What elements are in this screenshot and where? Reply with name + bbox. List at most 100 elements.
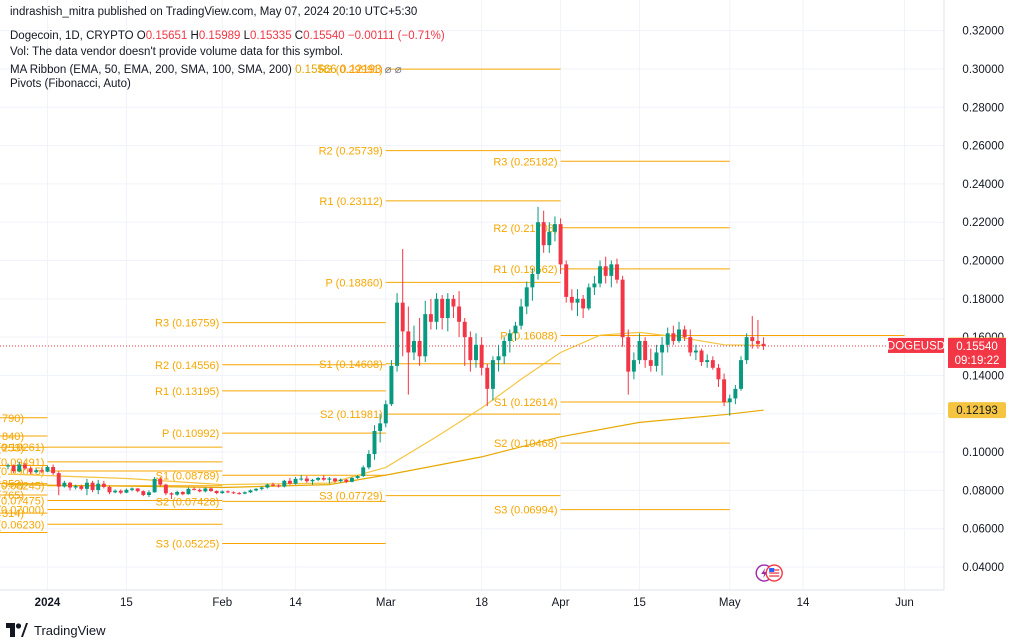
price-tick-label: 0.10000 [962, 447, 1004, 459]
candle [203, 487, 208, 493]
pivot-label: P (0.16088) [500, 330, 557, 342]
candle-body [361, 467, 366, 477]
pivot-label: R3 (0.25182) [493, 156, 557, 168]
candle-body [214, 490, 219, 494]
candle-body [51, 467, 56, 474]
grid-layer [0, 0, 944, 590]
price-tick-label: 0.24000 [962, 179, 1004, 191]
pivot-label: S3 (0.07729) [319, 491, 383, 503]
candle-body [293, 478, 298, 484]
pivots-legend[interactable]: Pivots (Fibonacci, Auto) [10, 78, 131, 90]
candle-body [558, 224, 563, 265]
candle [457, 291, 462, 338]
candle-body [530, 273, 535, 288]
ohlc-h-label: H [190, 30, 199, 42]
candle [558, 218, 563, 274]
time-tick-label: 14 [289, 597, 302, 609]
candle [575, 289, 580, 317]
candle-body [417, 340, 422, 357]
candle-body [163, 484, 168, 494]
candle-body [39, 470, 44, 472]
candle [643, 337, 648, 368]
pivot-label: S2 (0.07428) [156, 496, 220, 508]
candle [423, 300, 428, 363]
candle-body [225, 491, 230, 493]
candle-body [603, 266, 608, 276]
candle [451, 295, 456, 318]
time-axis: 2024 15 Feb 14 Mar 18 Apr 15 May 14 Jun [0, 589, 944, 609]
candle-body [96, 483, 101, 491]
candle [733, 385, 738, 405]
candle [118, 489, 123, 495]
candle [180, 491, 185, 496]
candle [366, 450, 371, 470]
candle [372, 425, 377, 460]
candle [220, 490, 225, 494]
candle [146, 490, 151, 498]
pivot-label: S1 (0.14608) [319, 359, 383, 371]
candle-body [682, 329, 687, 338]
symbol-name-tag-bg [888, 337, 944, 353]
ohlc-o-value: 0.15651 [145, 30, 188, 42]
candle [462, 317, 467, 366]
candle [130, 487, 135, 492]
candle [237, 491, 242, 495]
candle-body [592, 283, 597, 288]
last-price-tag: 0.15540 [956, 341, 998, 353]
candle [299, 475, 304, 481]
candle-body [598, 266, 603, 284]
ohlc-h-value: 0.15989 [198, 30, 241, 42]
candle [259, 486, 264, 491]
ohlc-c-label: C [294, 30, 304, 42]
symbol-name[interactable]: Dogecoin, 1D, CRYPTO [10, 30, 134, 42]
candle [569, 289, 574, 311]
candle [276, 484, 281, 488]
candle [304, 476, 309, 483]
candle [552, 216, 557, 242]
candle [214, 490, 219, 495]
candle-body [445, 298, 450, 318]
candle-body [536, 222, 540, 274]
candle [598, 260, 603, 288]
candle [175, 490, 180, 496]
candle [338, 478, 343, 483]
price-tick-label: 0.30000 [962, 64, 1004, 76]
candle-body [56, 473, 61, 487]
candle-body [406, 331, 411, 353]
candle [536, 206, 540, 280]
candle [614, 258, 619, 284]
pivot-label: P (0.18860) [325, 277, 382, 289]
candle [192, 487, 197, 491]
candle-body [282, 480, 287, 487]
ma-ribbon-legend[interactable]: MA Ribbon (EMA, 50, EMA, 200, SMA, 100, … [10, 62, 402, 76]
candle-body [631, 360, 636, 372]
time-tick-label: 15 [633, 597, 646, 609]
candle [722, 373, 727, 407]
pivot-label: R2 (0.14556) [155, 360, 219, 372]
candle [287, 477, 292, 485]
candle-body [755, 340, 760, 344]
candle [79, 484, 84, 491]
candle-body [197, 489, 202, 492]
candle [677, 321, 681, 343]
pivot-label: S1 (0.08789) [156, 470, 220, 482]
event-markers [755, 564, 783, 582]
candle [316, 476, 321, 482]
candle-body [457, 306, 462, 322]
candle [739, 356, 743, 391]
time-tick-label: 2024 [35, 597, 61, 609]
pivot-label: 765) [2, 490, 24, 502]
candle-body [175, 491, 180, 495]
candle [310, 478, 315, 485]
candle [254, 488, 259, 492]
volume-legend[interactable]: Vol: The data vendor doesn't provide vol… [10, 46, 344, 58]
candle [327, 476, 332, 484]
candle-body [648, 360, 653, 366]
candle-body [547, 231, 552, 246]
candle-body [744, 337, 749, 361]
ohlc-c-value: 0.15540 [303, 30, 345, 42]
tradingview-footer[interactable]: TradingView [6, 620, 106, 640]
candle-body [389, 365, 394, 405]
countdown-tag: 09:19:22 [955, 355, 1000, 367]
